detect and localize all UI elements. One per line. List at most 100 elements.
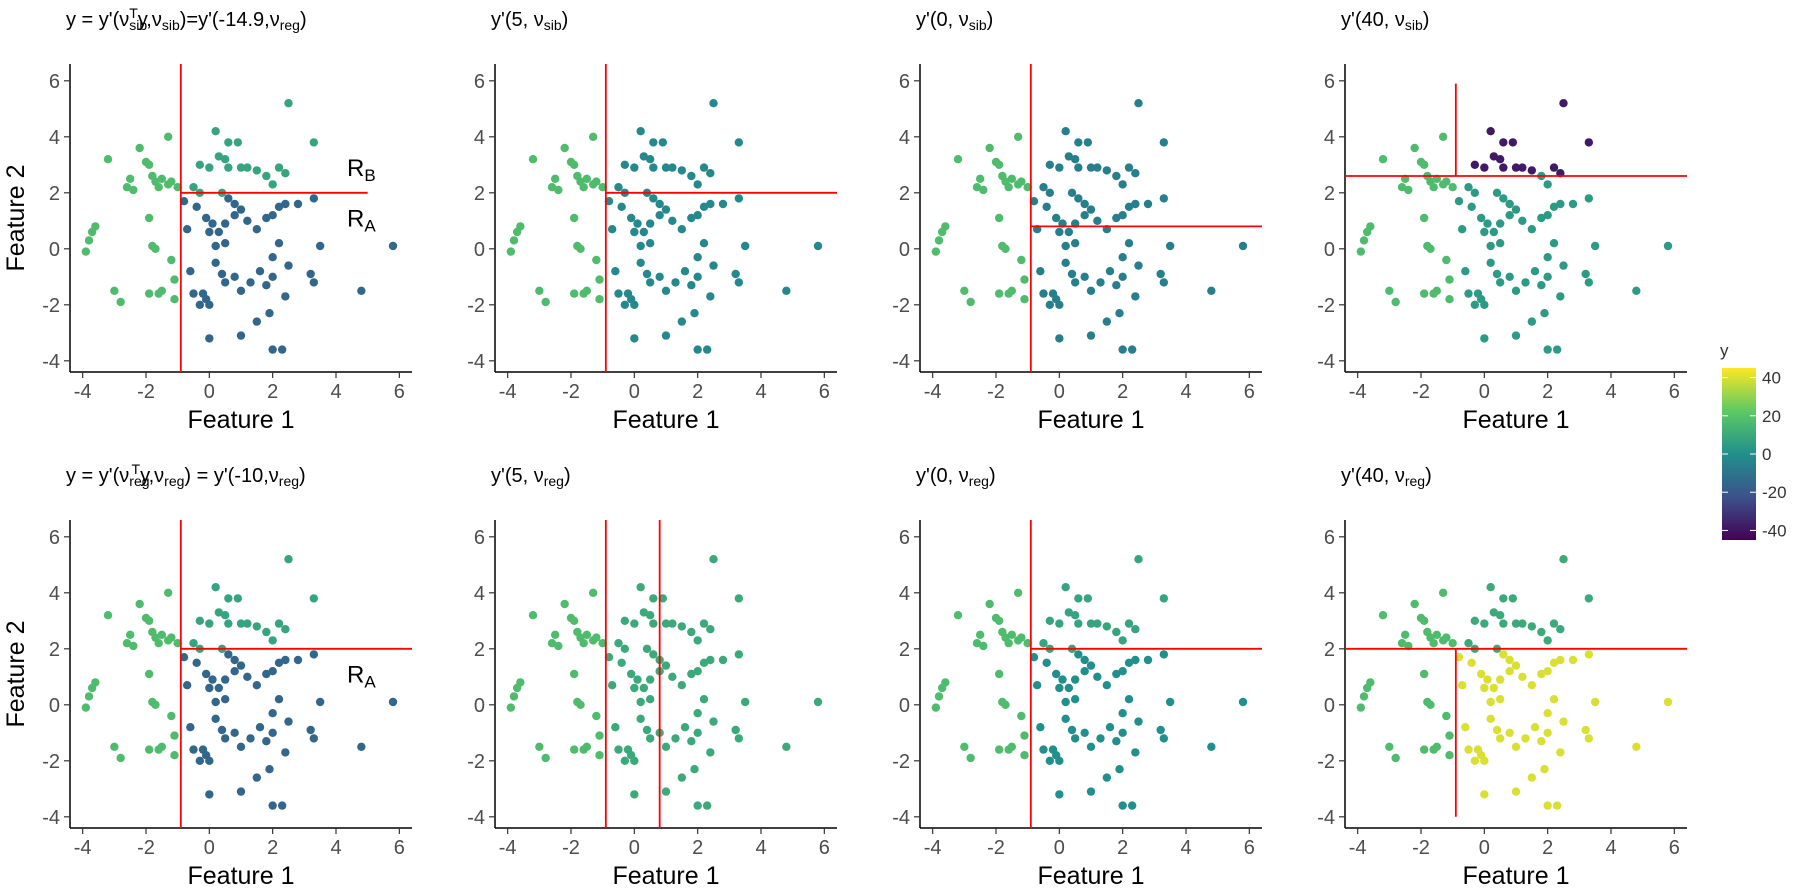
data-point	[693, 667, 702, 676]
data-point	[205, 300, 214, 309]
data-point	[642, 269, 652, 279]
data-point	[1061, 697, 1070, 707]
data-point	[309, 650, 319, 659]
title-sup: T	[132, 461, 141, 477]
data-point	[966, 753, 975, 763]
data-point	[655, 272, 664, 281]
y-tick-label: 2	[1324, 183, 1335, 205]
data-point	[699, 619, 709, 628]
data-point	[230, 728, 239, 737]
y-tick-label: 4	[899, 127, 910, 149]
data-point	[1464, 639, 1473, 648]
x-tick-label: -2	[1412, 381, 1430, 403]
data-point	[1093, 672, 1102, 681]
data-point	[1134, 717, 1143, 726]
y-tick-label: 2	[899, 639, 910, 661]
data-point	[1124, 202, 1134, 211]
data-point	[782, 742, 791, 751]
data-point	[1584, 594, 1594, 603]
data-point	[611, 267, 620, 276]
data-point	[709, 717, 718, 726]
data-point	[1556, 199, 1565, 209]
data-point	[265, 765, 274, 774]
data-point	[1445, 275, 1454, 284]
data-point	[582, 630, 592, 639]
x-tick-label: 0	[204, 381, 215, 403]
data-point	[1442, 255, 1451, 265]
data-point	[1064, 152, 1074, 161]
data-point	[116, 297, 125, 307]
data-point	[144, 669, 154, 679]
data-point	[1159, 594, 1169, 603]
data-point	[284, 717, 293, 726]
data-point	[220, 734, 230, 743]
data-point	[1470, 616, 1480, 625]
title-text: )	[987, 9, 994, 31]
title-sub: sib	[162, 17, 180, 33]
data-point	[693, 709, 702, 718]
data-point	[979, 641, 988, 651]
data-point	[84, 236, 94, 245]
title-text: )=y'(-14.9,ν	[180, 9, 280, 31]
data-point	[592, 633, 601, 642]
x-tick-label: -2	[562, 381, 580, 403]
data-point	[677, 225, 687, 234]
data-point	[1042, 202, 1051, 211]
data-point	[1559, 555, 1568, 564]
legend-tick-label: 20	[1762, 407, 1781, 426]
data-point	[1086, 661, 1096, 670]
y-tick-label: 0	[49, 239, 60, 261]
title-text: )	[562, 9, 569, 31]
title-text: y'(40, ν	[1341, 465, 1405, 487]
title-text: )	[564, 465, 571, 487]
x-tick-label: 2	[1117, 837, 1128, 859]
data-point	[1464, 289, 1473, 298]
data-point	[541, 753, 550, 763]
data-point	[1055, 683, 1064, 693]
y-tick-label: -4	[892, 807, 910, 829]
data-point	[1055, 163, 1064, 172]
data-point	[268, 636, 277, 645]
data-point	[255, 267, 265, 276]
data-point	[170, 275, 179, 284]
data-point	[579, 639, 588, 648]
data-point	[1552, 345, 1562, 354]
data-point	[1074, 650, 1083, 659]
data-point	[1419, 616, 1429, 625]
data-point	[163, 132, 173, 141]
y-tick-label: -2	[892, 751, 910, 773]
data-point	[1007, 286, 1017, 295]
data-point	[649, 138, 658, 147]
data-point	[813, 697, 823, 707]
data-point	[1064, 227, 1074, 237]
data-point	[658, 594, 668, 603]
data-point	[576, 700, 585, 709]
data-point	[1093, 619, 1102, 628]
data-point	[1442, 633, 1451, 642]
data-point	[268, 728, 277, 737]
data-point	[813, 241, 823, 251]
data-point	[516, 222, 525, 231]
y-tick-label: -4	[42, 351, 60, 373]
data-point	[205, 334, 214, 343]
data-point	[1115, 765, 1124, 774]
x-tick-label: 0	[1054, 381, 1065, 403]
data-point	[633, 219, 642, 228]
x-tick-label: -4	[499, 837, 517, 859]
data-point	[1070, 734, 1080, 743]
data-point	[262, 171, 271, 181]
data-point	[677, 317, 687, 326]
data-point	[1074, 619, 1083, 628]
data-point	[205, 756, 214, 765]
panel-4: y'(40, νsib) -4 -2 0 2 4 6 -4 -2 0 2 4 6 Feature 1	[1317, 9, 1687, 434]
data-point	[1051, 213, 1061, 223]
data-point	[550, 174, 560, 183]
data-point	[110, 742, 119, 751]
data-point	[706, 748, 715, 757]
data-point	[179, 197, 189, 206]
data-point	[655, 199, 664, 209]
data-point	[1051, 669, 1061, 679]
x-tick-label: -2	[137, 381, 155, 403]
data-point	[782, 286, 791, 295]
data-point	[1445, 295, 1454, 304]
